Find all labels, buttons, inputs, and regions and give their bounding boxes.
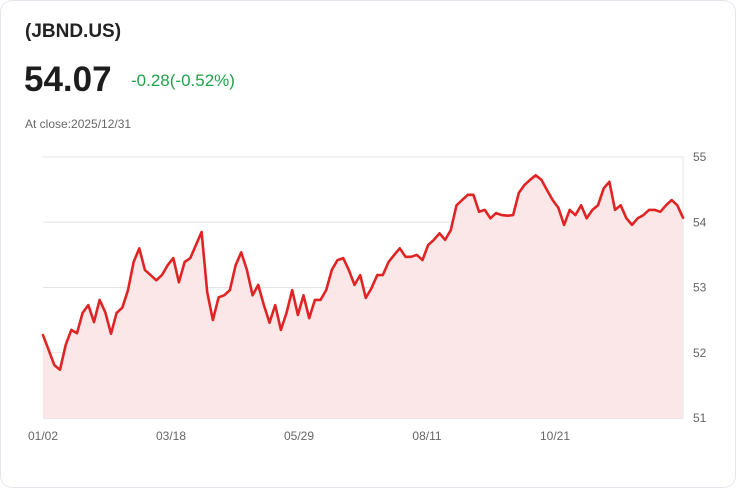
last-price: 54.07 (24, 60, 112, 99)
x-tick-label: 03/18 (156, 429, 186, 443)
ticker-symbol: (JBND.US) (25, 21, 122, 42)
close-date: At close:2025/12/31 (25, 117, 132, 131)
area-fill (43, 175, 683, 418)
y-tick-label: 53 (693, 281, 707, 295)
x-tick-label: 01/02 (28, 429, 58, 443)
y-tick-label: 55 (693, 150, 707, 164)
price-change: -0.28(-0.52%) (131, 71, 235, 90)
x-tick-label: 08/11 (412, 429, 441, 443)
x-tick-label: 05/29 (284, 429, 314, 443)
y-tick-label: 51 (693, 411, 707, 425)
price-line (41, 174, 685, 371)
y-tick-label: 54 (693, 215, 707, 229)
x-tick-label: 10/21 (540, 429, 570, 443)
y-tick-label: 52 (693, 346, 707, 360)
